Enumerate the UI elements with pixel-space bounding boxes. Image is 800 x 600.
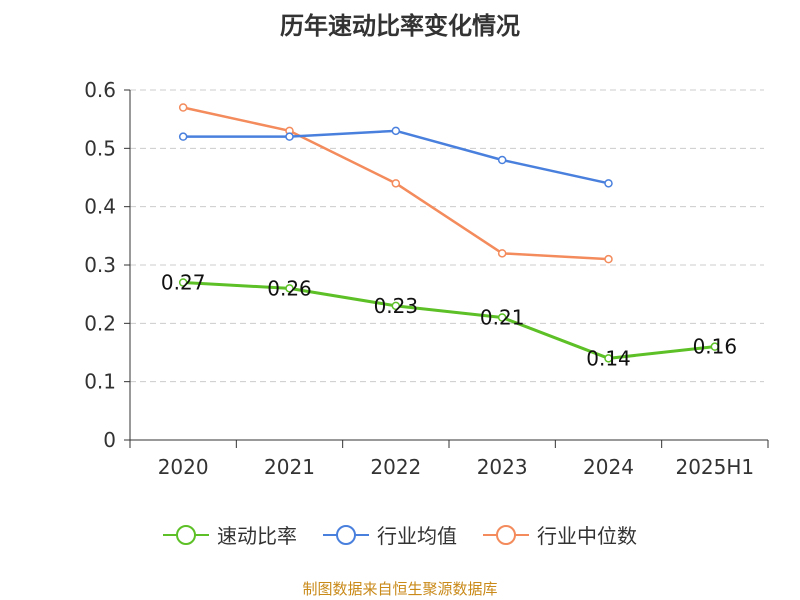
x-tick-label: 2020 xyxy=(158,455,209,479)
legend-line-icon xyxy=(483,524,529,545)
data-point xyxy=(710,342,720,351)
data-point xyxy=(285,132,294,141)
chart-title: 历年速动比率变化情况 xyxy=(280,12,520,40)
legend: 速动比率 行业均值 行业中位数 xyxy=(0,520,800,549)
legend-label: 行业均值 xyxy=(377,524,457,548)
grid-layer xyxy=(130,89,764,383)
label-layer: 0.27 0.26 0.23 0.21 0.14 0.16 xyxy=(161,271,737,371)
y-tick-label: 0.2 xyxy=(84,311,116,335)
legend-line-icon xyxy=(163,524,209,545)
x-tick-label: 2023 xyxy=(477,455,528,479)
data-source-note: 制图数据来自恒生聚源数据库 xyxy=(302,580,498,598)
data-point xyxy=(178,103,188,112)
legend-item-quick-ratio[interactable]: 速动比率 xyxy=(163,520,297,549)
y-tick-label: 0.6 xyxy=(84,78,116,102)
x-tick-label: 2022 xyxy=(370,455,421,479)
legend-item-industry-mean[interactable]: 行业均值 xyxy=(323,520,457,549)
legend-line-icon xyxy=(323,524,369,545)
y-tick-label: 0.1 xyxy=(84,370,116,394)
x-tick-label: 2024 xyxy=(583,455,634,479)
y-tick-label: 0 xyxy=(103,428,116,452)
x-tick-label: 2021 xyxy=(264,455,315,479)
data-point xyxy=(285,284,294,293)
data-label: 0.21 xyxy=(480,306,525,330)
data-point xyxy=(497,155,507,165)
data-point xyxy=(178,278,188,287)
data-label: 0.16 xyxy=(693,335,738,359)
series-line xyxy=(183,129,609,185)
series-line xyxy=(183,281,715,360)
data-point xyxy=(391,301,401,311)
data-label: 0.27 xyxy=(161,271,206,295)
y-tick-label: 0.5 xyxy=(84,136,116,160)
data-label: 0.14 xyxy=(586,346,631,370)
data-label: 0.26 xyxy=(267,276,312,300)
y-tick-label: 0.4 xyxy=(84,195,116,219)
data-point xyxy=(178,132,188,141)
data-point xyxy=(604,179,613,188)
axis-layer: 0 0.1 0.2 0.3 0.4 0.5 0.6 2020 2021 2022 2023 2024 2… xyxy=(84,78,769,479)
data-label: 0.23 xyxy=(374,294,419,318)
legend-label: 行业中位数 xyxy=(537,524,637,548)
legend-label: 速动比率 xyxy=(217,524,297,548)
data-point xyxy=(391,126,401,136)
data-point xyxy=(604,354,613,363)
data-point xyxy=(604,254,613,264)
data-point xyxy=(497,249,507,258)
series-layer xyxy=(178,103,720,363)
data-point xyxy=(391,179,401,188)
x-tick-label: 2025H1 xyxy=(675,455,754,479)
y-tick-label: 0.3 xyxy=(84,253,116,277)
data-point xyxy=(497,313,507,322)
legend-item-industry-median[interactable]: 行业中位数 xyxy=(483,520,637,549)
